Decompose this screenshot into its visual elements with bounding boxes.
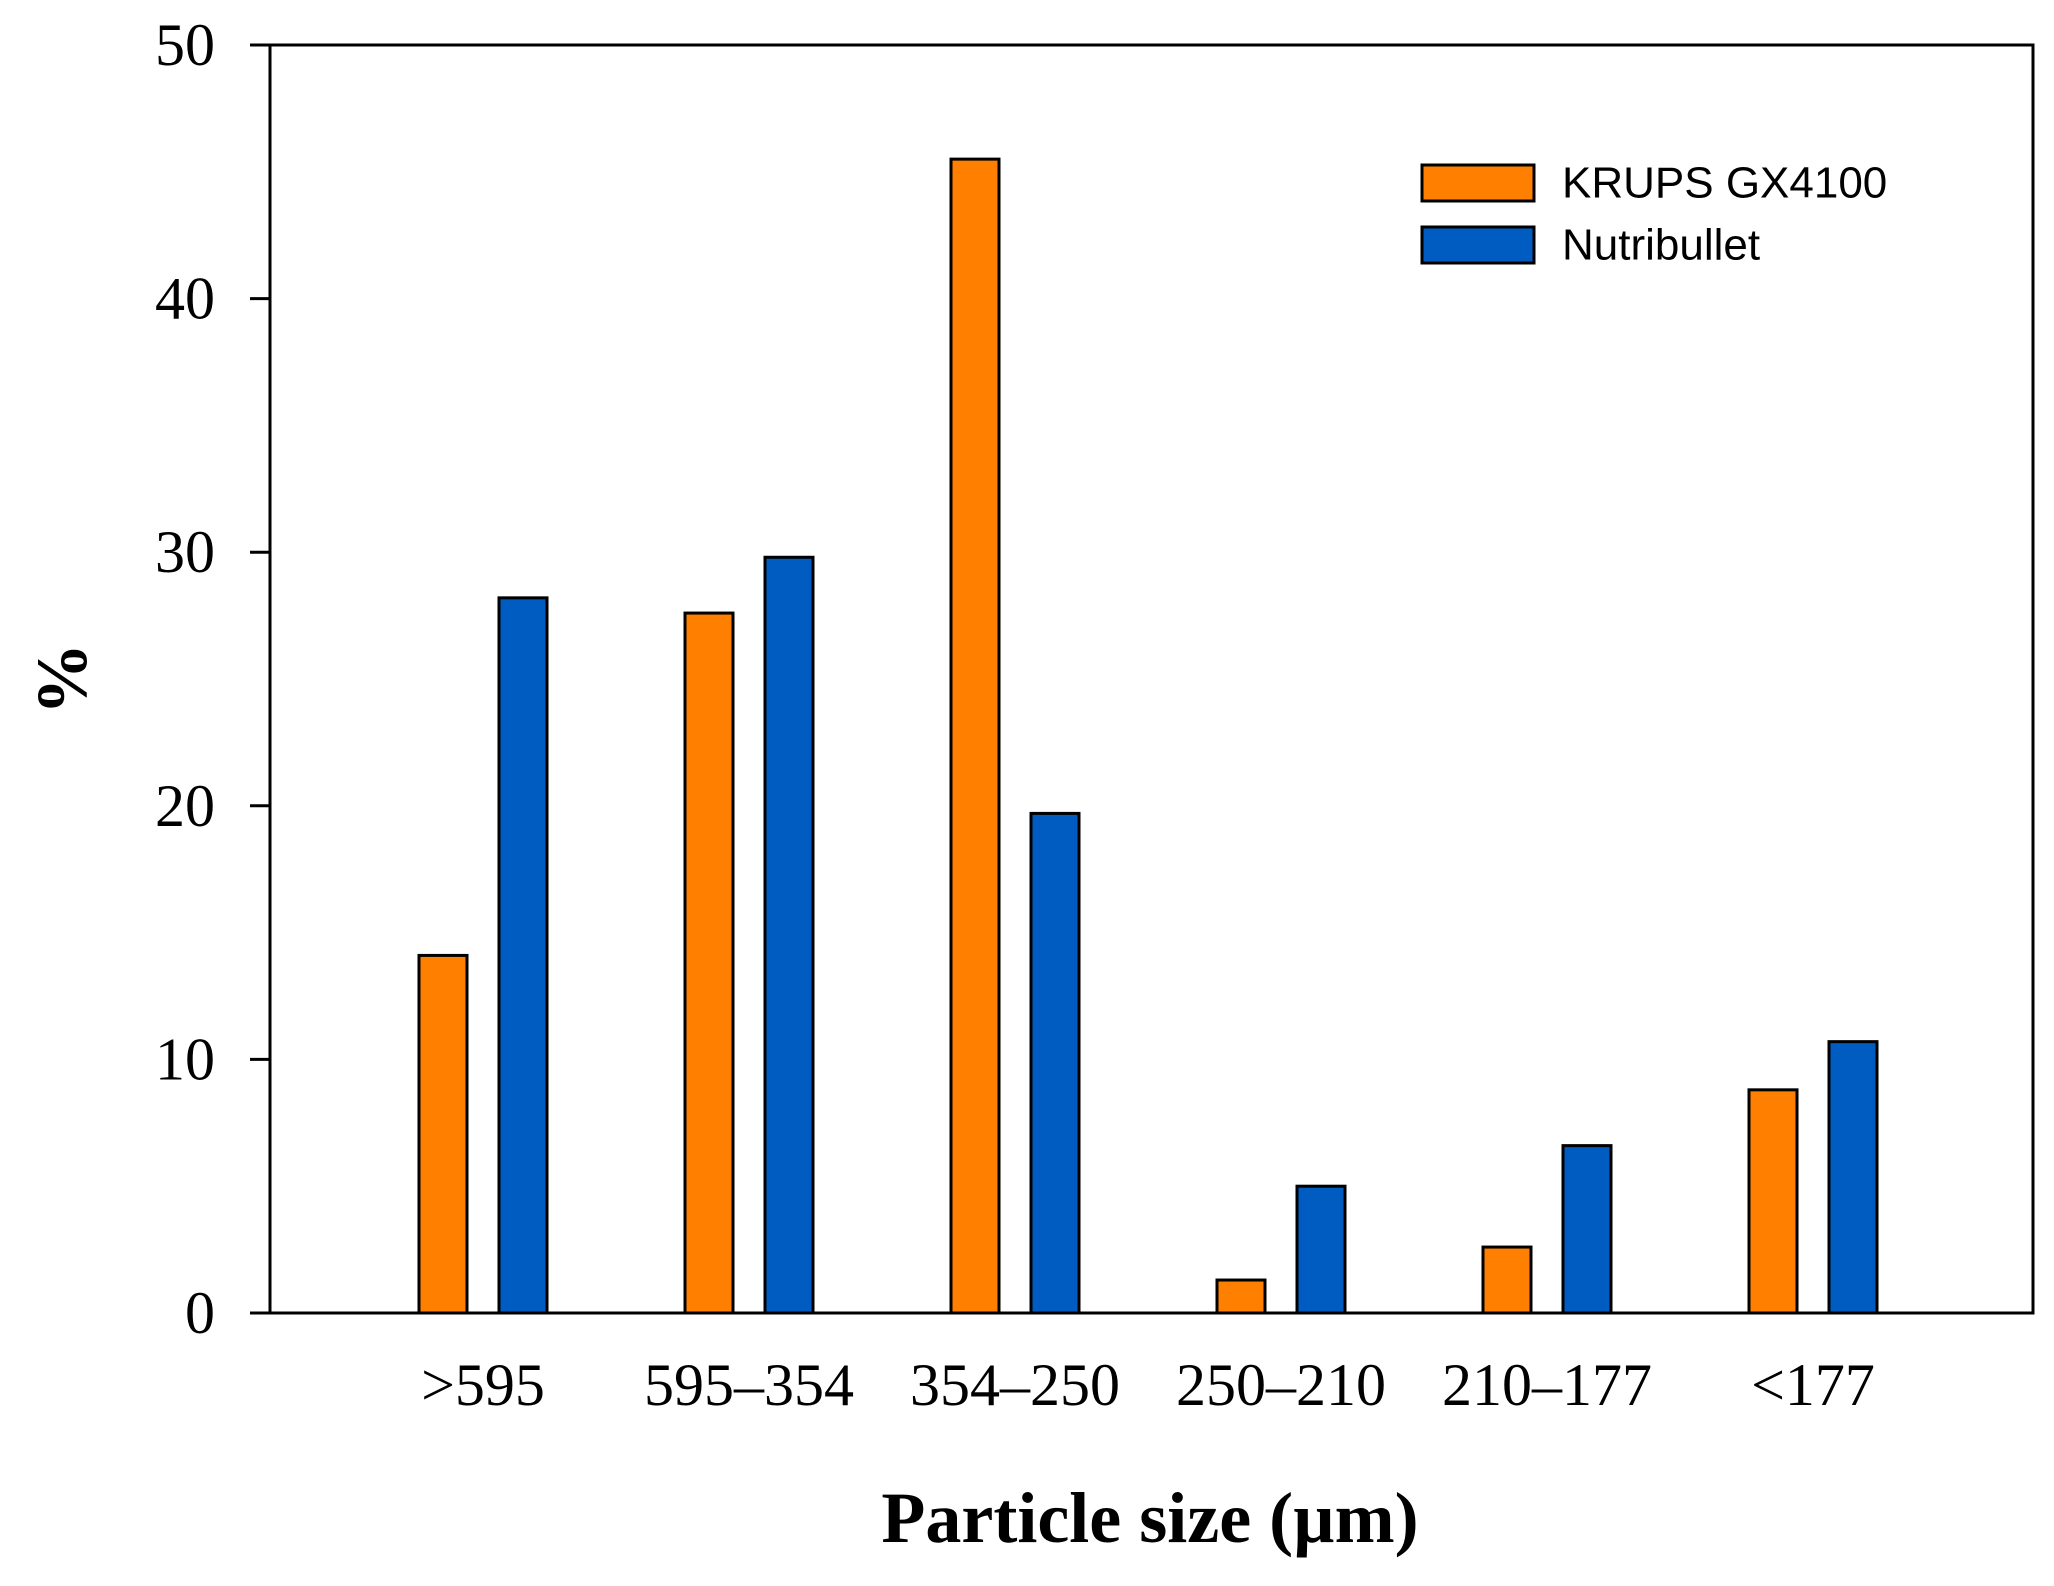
bar-krups-3 [1215, 1278, 1267, 1315]
bar-krups-0 [417, 953, 469, 1315]
plot-frame [268, 43, 2035, 1315]
bar-nutribullet-5 [1827, 1040, 1879, 1315]
bar-nutribullet-1 [763, 555, 815, 1315]
y-tick-label: 20 [155, 773, 215, 839]
bar-krups-5 [1747, 1088, 1799, 1315]
bar-krups-2 [949, 157, 1001, 1315]
y-tick-label: 40 [155, 266, 215, 332]
x-tick-label: <177 [1751, 1352, 1875, 1418]
bar-nutribullet-3 [1295, 1184, 1347, 1315]
legend-swatch-nutribullet [1420, 225, 1536, 265]
y-tick-label: 30 [155, 519, 215, 585]
x-axis-label: Particle size (µm) [881, 1478, 1418, 1558]
y-axis-label: % [22, 643, 102, 715]
bar-nutribullet-0 [497, 596, 549, 1315]
x-tick-label: >595 [421, 1352, 545, 1418]
bars [417, 157, 1879, 1315]
x-tick-label: 210–177 [1442, 1352, 1652, 1418]
y-tick-label: 10 [155, 1026, 215, 1092]
y-tick-label: 0 [185, 1280, 215, 1346]
bar-nutribullet-2 [1029, 811, 1081, 1315]
bar-krups-4 [1481, 1245, 1533, 1315]
x-tick-label: 354–250 [910, 1352, 1120, 1418]
legend-label-krups: KRUPS GX4100 [1562, 159, 1887, 208]
y-axis: 0 10 20 30 40 50 [155, 12, 270, 1346]
legend: KRUPS GX4100 Nutribullet [1420, 159, 1887, 270]
x-tick-label: 250–210 [1176, 1352, 1386, 1418]
bar-nutribullet-4 [1561, 1144, 1613, 1315]
x-tick-label: 595–354 [644, 1352, 854, 1418]
legend-swatch-krups [1420, 163, 1536, 203]
y-tick-label: 50 [155, 12, 215, 78]
x-axis: >595 595–354 354–250 250–210 210–177 <17… [421, 1352, 1875, 1418]
legend-label-nutribullet: Nutribullet [1562, 221, 1760, 270]
bar-krups-1 [683, 611, 735, 1315]
